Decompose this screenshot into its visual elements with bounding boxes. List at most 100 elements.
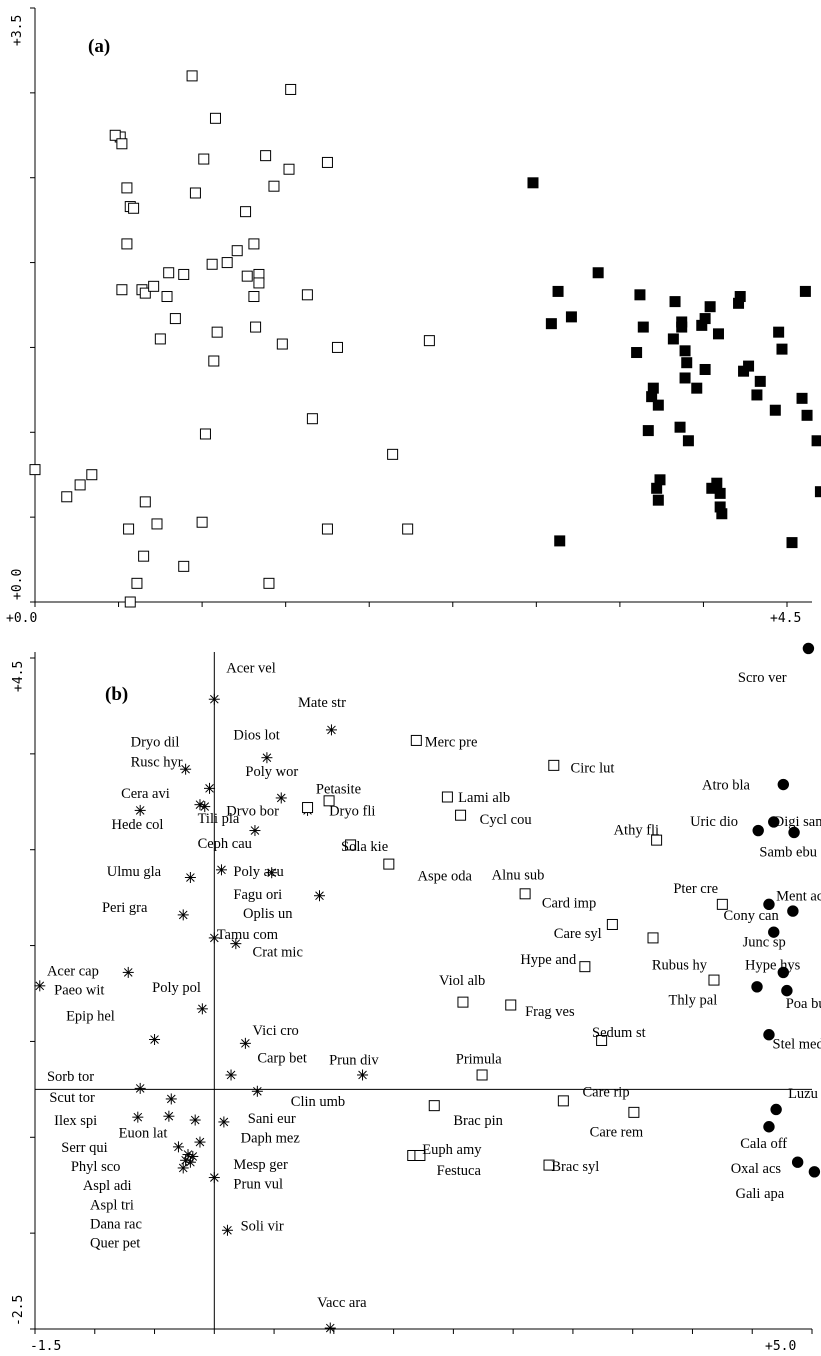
filled-square-point (786, 537, 798, 549)
species-marker-square (647, 932, 659, 944)
species-label: Ment acu (776, 889, 821, 905)
open-square-point (121, 182, 133, 194)
filled-square-point (669, 296, 681, 308)
species-marker-star (249, 825, 261, 837)
open-square-point (138, 550, 150, 562)
filled-square-point (699, 313, 711, 325)
species-label: Dios lot (233, 728, 279, 744)
filled-square-point (631, 347, 643, 359)
species-label: Brac pin (453, 1113, 503, 1129)
species-label: Cala off (740, 1136, 787, 1152)
open-square-point (268, 180, 280, 192)
species-label: Peri gra (102, 900, 148, 916)
open-square-point (306, 413, 318, 425)
filled-square-point (652, 494, 664, 506)
open-square-point (402, 523, 414, 535)
species-marker-star (239, 1037, 251, 1049)
open-square-point (209, 112, 221, 124)
panel-a-label: (a) (88, 36, 110, 57)
species-marker-square (345, 839, 357, 851)
open-square-point (163, 267, 175, 279)
species-label: Luzu for (788, 1086, 821, 1102)
open-square-point (116, 284, 128, 296)
species-label: Aspe oda (418, 869, 473, 885)
filled-square-point (667, 333, 679, 345)
species-marker-circle (768, 926, 780, 938)
open-square-point (178, 560, 190, 572)
panel-b-points (34, 642, 821, 1334)
species-marker-star (208, 932, 220, 944)
species-marker-star (194, 799, 206, 811)
open-square-point (331, 341, 343, 353)
species-label: Frag ves (525, 1004, 575, 1020)
species-label: Petasite (316, 781, 361, 797)
species-label: Soli vir (241, 1218, 284, 1234)
species-label: Euon lat (119, 1125, 168, 1141)
species-marker-square (543, 1159, 555, 1171)
species-label: Alnu sub (492, 868, 545, 884)
filled-square-point (734, 291, 746, 303)
open-square-point (248, 238, 260, 250)
species-marker-circle (770, 1103, 782, 1116)
species-marker-square (383, 858, 395, 870)
species-label: Carp bet (257, 1051, 307, 1067)
filled-square-point (773, 326, 785, 338)
species-marker-square (606, 918, 618, 930)
filled-square-point (527, 177, 539, 189)
species-marker-star (208, 1172, 220, 1184)
species-label: Paeo wit (54, 983, 104, 999)
species-marker-circle (781, 984, 793, 997)
species-marker-star (182, 1149, 194, 1161)
species-marker-star (184, 872, 196, 884)
species-label: Primula (456, 1052, 502, 1068)
filled-square-point (592, 267, 604, 279)
species-label: Care rip (582, 1084, 629, 1100)
open-square-point (208, 355, 220, 367)
species-marker-square (579, 961, 591, 973)
species-label: Fagu ori (233, 887, 282, 903)
species-marker-star (314, 890, 326, 902)
open-square-point (423, 335, 435, 347)
species-marker-star (208, 693, 220, 705)
species-label: Lami alb (458, 790, 510, 806)
species-marker-star (196, 1003, 208, 1015)
species-marker-star (187, 1150, 199, 1162)
species-label: Phyl sco (71, 1159, 121, 1175)
species-label: Atro bla (702, 778, 750, 794)
filled-square-point (652, 399, 664, 411)
open-square-point (301, 289, 313, 301)
open-square-point (154, 333, 166, 345)
species-label: Poly pol (152, 980, 201, 996)
open-square-point (198, 153, 210, 165)
species-marker-star (215, 864, 227, 876)
open-square-point (124, 596, 136, 608)
species-label: Vici cro (253, 1023, 299, 1039)
open-square-point (285, 83, 297, 95)
filled-square-point (691, 382, 703, 394)
species-label: Cera avi (121, 786, 170, 802)
species-label: Tamu com (217, 927, 279, 943)
species-marker-circle (808, 1166, 821, 1178)
open-square-point (250, 321, 262, 333)
species-label: Daph mez (241, 1130, 301, 1146)
species-label: Hede col (112, 817, 164, 833)
species-marker-circle (802, 642, 815, 655)
species-marker-square (651, 834, 663, 846)
panel-a-y-tick-label-min: +0.0 (10, 569, 25, 600)
open-square-point (29, 464, 41, 476)
open-square-point (109, 129, 121, 141)
species-label: Rubus hy (652, 958, 708, 974)
open-square-point (128, 202, 140, 214)
species-marker-square (708, 974, 720, 986)
species-marker-square (414, 1149, 426, 1161)
species-label: Care rem (590, 1125, 644, 1141)
open-square-point (321, 156, 333, 168)
open-square-point (121, 238, 133, 250)
species-label: Athy fli (614, 823, 660, 839)
species-marker-star (189, 1114, 201, 1126)
filled-square-point (799, 285, 811, 297)
open-square-point (283, 163, 295, 175)
species-marker-star (149, 1034, 161, 1046)
species-marker-square (505, 999, 517, 1011)
species-label: Viol alb (439, 973, 485, 989)
